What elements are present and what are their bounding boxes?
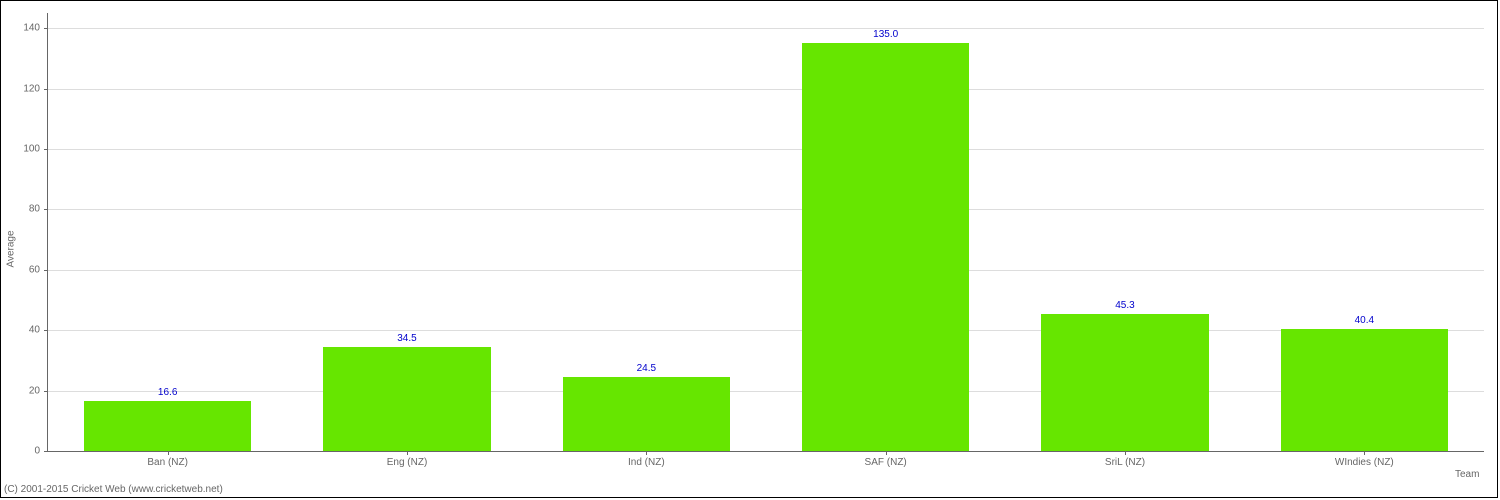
bar-value-label: 16.6 bbox=[158, 387, 177, 401]
bar-value-label: 40.4 bbox=[1355, 315, 1374, 329]
copyright-text: (C) 2001-2015 Cricket Web (www.cricketwe… bbox=[4, 484, 223, 495]
xtick-label: Ind (NZ) bbox=[628, 451, 665, 468]
xtick-label: Ban (NZ) bbox=[147, 451, 188, 468]
ytick-label: 20 bbox=[29, 385, 48, 396]
ytick-label: 60 bbox=[29, 264, 48, 275]
ytick-label: 80 bbox=[29, 204, 48, 215]
gridline bbox=[48, 28, 1484, 29]
bar-value-label: 45.3 bbox=[1115, 300, 1134, 314]
ytick-label: 40 bbox=[29, 325, 48, 336]
bar: 45.3 bbox=[1041, 314, 1209, 451]
ytick-label: 120 bbox=[23, 83, 48, 94]
xtick-label: WIndies (NZ) bbox=[1335, 451, 1394, 468]
gridline bbox=[48, 330, 1484, 331]
chart-frame: Average 02040608010012014016.6Ban (NZ)34… bbox=[0, 0, 1498, 498]
xtick-label: SriL (NZ) bbox=[1105, 451, 1145, 468]
plot-area: 02040608010012014016.6Ban (NZ)34.5Eng (N… bbox=[47, 13, 1484, 452]
bar-value-label: 24.5 bbox=[637, 363, 656, 377]
gridline bbox=[48, 270, 1484, 271]
bar: 40.4 bbox=[1281, 329, 1449, 451]
bar: 135.0 bbox=[802, 43, 970, 451]
bar: 24.5 bbox=[563, 377, 731, 451]
bar: 16.6 bbox=[84, 401, 252, 451]
gridline bbox=[48, 209, 1484, 210]
ytick-label: 100 bbox=[23, 143, 48, 154]
ytick-label: 140 bbox=[23, 23, 48, 34]
gridline bbox=[48, 149, 1484, 150]
ytick-label: 0 bbox=[34, 446, 48, 457]
y-axis-label: Average bbox=[6, 230, 17, 267]
bar-value-label: 135.0 bbox=[873, 29, 898, 43]
x-axis-label: Team bbox=[1455, 469, 1479, 480]
xtick-label: Eng (NZ) bbox=[387, 451, 428, 468]
bar: 34.5 bbox=[323, 347, 491, 451]
bar-value-label: 34.5 bbox=[397, 333, 416, 347]
gridline bbox=[48, 89, 1484, 90]
xtick-label: SAF (NZ) bbox=[865, 451, 907, 468]
gridline bbox=[48, 391, 1484, 392]
